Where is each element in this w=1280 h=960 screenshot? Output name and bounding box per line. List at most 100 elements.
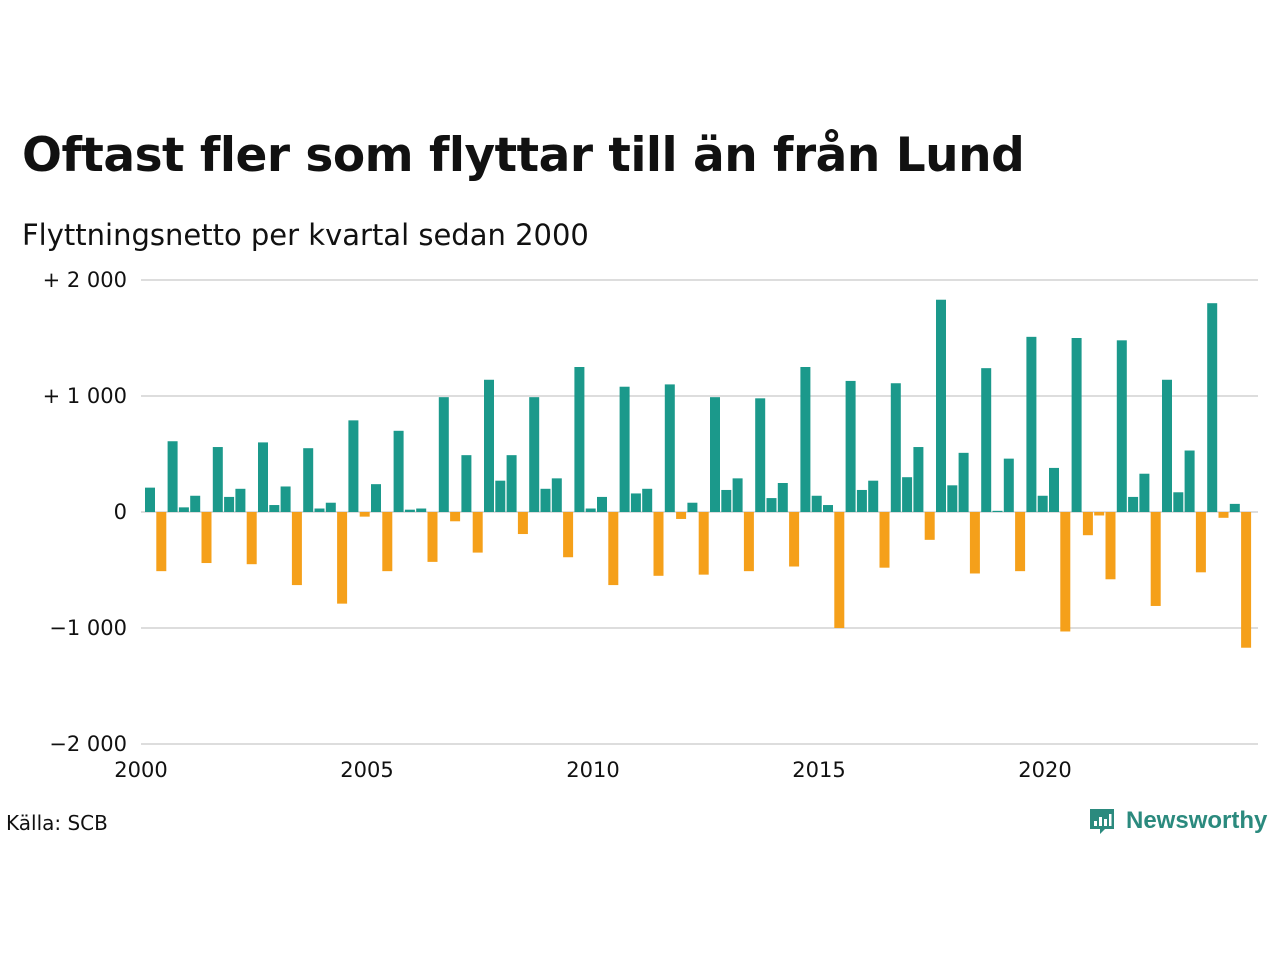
- bar-negative: [291, 512, 302, 586]
- bar-positive: [856, 489, 867, 512]
- bar-positive: [371, 484, 381, 512]
- bar-positive: [981, 368, 992, 512]
- bar-positive: [664, 384, 675, 512]
- bar-negative: [789, 512, 800, 567]
- bar-negative: [201, 512, 212, 564]
- x-tick-label: 2010: [566, 758, 619, 782]
- bar-positive: [269, 505, 280, 512]
- bar-positive: [585, 508, 596, 512]
- bar-positive: [868, 480, 879, 512]
- bar-positive: [936, 299, 946, 512]
- newsworthy-bar-icon: [1090, 809, 1114, 834]
- source-note: Källa: SCB: [6, 811, 108, 835]
- bar-negative: [1150, 512, 1161, 606]
- bar-negative: [1094, 512, 1105, 516]
- bar-positive: [235, 488, 246, 512]
- bar-negative: [472, 512, 483, 553]
- bar-negative: [156, 512, 167, 572]
- bar-positive: [732, 478, 743, 512]
- bar-positive: [1116, 340, 1127, 512]
- bar-positive: [178, 507, 189, 512]
- bar-positive: [1128, 496, 1139, 512]
- bar-positive: [1162, 379, 1172, 512]
- bar-positive: [303, 448, 314, 512]
- bar-positive: [1184, 450, 1195, 512]
- bar-positive: [190, 495, 201, 512]
- bar-negative: [1218, 512, 1229, 518]
- bar-positive: [597, 496, 607, 512]
- bar-positive: [1207, 303, 1218, 512]
- bar-positive: [913, 447, 924, 512]
- chart-subtitle: Flyttningsnetto per kvartal sedan 2000: [22, 218, 589, 252]
- bar-positive: [890, 383, 901, 512]
- bar-negative: [1241, 512, 1252, 648]
- bar-positive: [224, 496, 235, 512]
- bar-positive: [1003, 458, 1014, 512]
- bar-positive: [258, 442, 268, 512]
- bar-positive: [167, 441, 178, 512]
- bar-negative: [608, 512, 619, 586]
- bar-negative: [1105, 512, 1116, 580]
- bar-positive: [1139, 473, 1150, 512]
- bar-positive: [777, 483, 788, 512]
- bar-positive: [348, 420, 359, 512]
- y-tick-label: −1 000: [49, 616, 127, 640]
- bar-negative: [1082, 512, 1093, 536]
- bar-positive: [710, 397, 720, 512]
- bar-negative: [563, 512, 574, 558]
- bar-positive: [823, 505, 833, 512]
- bar-positive: [416, 508, 427, 512]
- y-axis-labels: + 2 000 + 1 000 0 −1 000 −2 000: [43, 268, 127, 756]
- x-tick-label: 2015: [792, 758, 845, 782]
- bar-negative: [382, 512, 393, 572]
- bar-positive: [800, 367, 811, 512]
- bar-positive: [1037, 495, 1048, 512]
- bar-positive: [314, 508, 325, 512]
- bar-positive: [574, 367, 585, 512]
- bar-positive: [506, 455, 517, 512]
- bar-positive: [325, 502, 336, 512]
- bar-positive: [145, 487, 155, 512]
- bar-positive: [687, 502, 698, 512]
- bar-positive: [755, 398, 766, 512]
- bar-positive: [484, 379, 494, 512]
- bar-positive: [845, 380, 856, 512]
- bar-positive: [404, 509, 415, 512]
- bar-negative: [1060, 512, 1071, 632]
- x-axis-labels: 2000 2005 2010 2015 2020: [114, 758, 1071, 782]
- bar-positive: [958, 452, 969, 512]
- bar-positive: [721, 489, 732, 512]
- bar-positive: [280, 486, 291, 512]
- y-tick-label: −2 000: [49, 732, 127, 756]
- bar-positive: [461, 455, 472, 512]
- x-tick-label: 2005: [340, 758, 393, 782]
- bar-positive: [811, 495, 822, 512]
- bar-negative: [337, 512, 348, 604]
- bar-positive: [551, 478, 562, 512]
- bar-positive: [212, 447, 223, 512]
- bar-positive: [540, 488, 551, 512]
- y-tick-label: 0: [114, 500, 127, 524]
- bar-negative: [969, 512, 980, 574]
- bar-negative: [879, 512, 890, 568]
- bar-positive: [438, 397, 449, 512]
- bar-negative: [743, 512, 754, 572]
- bar-positive: [992, 510, 1003, 512]
- bar-positive: [902, 477, 913, 512]
- bar-negative: [427, 512, 438, 562]
- bar-positive: [1229, 503, 1240, 512]
- bar-negative: [924, 512, 935, 540]
- bar-positive: [495, 480, 506, 512]
- y-tick-label: + 1 000: [43, 384, 127, 408]
- bar-negative: [517, 512, 528, 535]
- newsworthy-logo: Newsworthy: [1088, 803, 1267, 839]
- bar-negative: [1015, 512, 1026, 572]
- x-tick-label: 2020: [1018, 758, 1071, 782]
- bar-negative: [653, 512, 664, 576]
- brand-name: Newsworthy: [1126, 807, 1268, 834]
- bar-chart: + 2 000 + 1 000 0 −1 000 −2 000 2000 2005 2010…: [43, 268, 1258, 782]
- bar-negative: [1195, 512, 1206, 573]
- x-tick-label: 2000: [114, 758, 167, 782]
- bar-positive: [1049, 467, 1059, 512]
- bars: [145, 299, 1252, 648]
